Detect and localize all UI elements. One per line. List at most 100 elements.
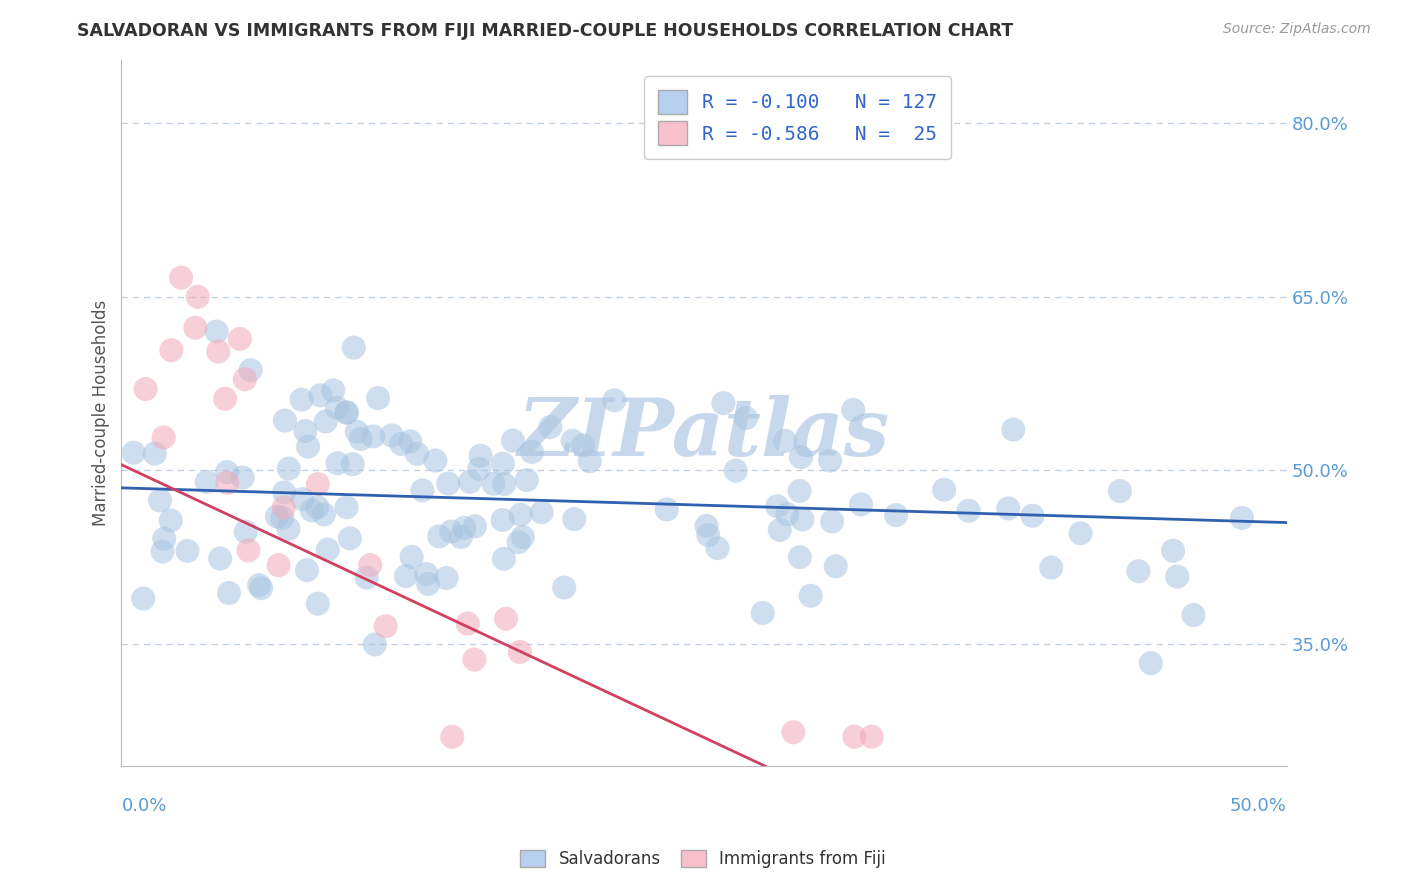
Point	[266, 509, 288, 524]
Point	[1161, 543, 1184, 558]
Point	[132, 591, 155, 606]
Point	[274, 413, 297, 427]
Point	[315, 414, 337, 428]
Legend: R = -0.100   N = 127, R = -0.586   N =  25: R = -0.100 N = 127, R = -0.586 N = 25	[644, 77, 950, 159]
Point	[482, 476, 505, 491]
Point	[215, 465, 238, 479]
Point	[356, 571, 378, 585]
Point	[336, 405, 359, 419]
Point	[336, 500, 359, 515]
Point	[406, 447, 429, 461]
Point	[1070, 526, 1092, 541]
Point	[821, 515, 844, 529]
Point	[152, 430, 174, 444]
Point	[792, 512, 814, 526]
Point	[932, 483, 955, 497]
Point	[361, 429, 384, 443]
Point	[453, 521, 475, 535]
Point	[516, 473, 538, 487]
Point	[603, 393, 626, 408]
Point	[271, 511, 294, 525]
Legend: Salvadorans, Immigrants from Fiji: Salvadorans, Immigrants from Fiji	[513, 843, 893, 875]
Point	[849, 497, 872, 511]
Point	[307, 477, 329, 491]
Point	[1182, 607, 1205, 622]
Point	[492, 457, 515, 471]
Point	[195, 475, 218, 489]
Point	[441, 730, 464, 744]
Point	[152, 544, 174, 558]
Point	[415, 567, 437, 582]
Point	[824, 559, 846, 574]
Point	[789, 550, 811, 565]
Point	[494, 477, 516, 491]
Point	[1021, 508, 1043, 523]
Point	[470, 449, 492, 463]
Point	[395, 569, 418, 583]
Point	[187, 290, 209, 304]
Point	[291, 492, 314, 507]
Point	[411, 483, 433, 498]
Text: 0.0%: 0.0%	[121, 797, 167, 815]
Point	[553, 581, 575, 595]
Point	[1002, 423, 1025, 437]
Point	[957, 504, 980, 518]
Point	[235, 524, 257, 539]
Point	[1040, 560, 1063, 574]
Point	[238, 543, 260, 558]
Point	[706, 541, 728, 555]
Point	[218, 586, 240, 600]
Point	[239, 363, 262, 377]
Point	[818, 453, 841, 467]
Point	[457, 616, 479, 631]
Point	[502, 434, 524, 448]
Point	[170, 270, 193, 285]
Point	[297, 440, 319, 454]
Point	[214, 392, 236, 406]
Point	[538, 420, 561, 434]
Point	[389, 437, 412, 451]
Point	[751, 606, 773, 620]
Point	[800, 589, 823, 603]
Point	[273, 485, 295, 500]
Point	[149, 493, 172, 508]
Text: ZIPatlas: ZIPatlas	[517, 395, 890, 473]
Point	[273, 500, 295, 515]
Point	[450, 530, 472, 544]
Point	[207, 344, 229, 359]
Point	[724, 464, 747, 478]
Point	[509, 508, 531, 522]
Point	[696, 519, 718, 533]
Point	[277, 461, 299, 475]
Point	[1140, 656, 1163, 670]
Point	[997, 501, 1019, 516]
Point	[184, 320, 207, 334]
Text: Source: ZipAtlas.com: Source: ZipAtlas.com	[1223, 22, 1371, 37]
Point	[572, 438, 595, 452]
Point	[267, 558, 290, 573]
Point	[209, 551, 232, 566]
Point	[464, 519, 486, 533]
Text: 50.0%: 50.0%	[1230, 797, 1286, 815]
Point	[326, 401, 349, 415]
Point	[463, 652, 485, 666]
Point	[427, 529, 450, 543]
Point	[769, 523, 792, 537]
Point	[509, 645, 531, 659]
Point	[342, 457, 364, 471]
Point	[290, 392, 312, 407]
Point	[782, 725, 804, 739]
Point	[343, 341, 366, 355]
Point	[294, 424, 316, 438]
Point	[335, 406, 357, 420]
Point	[346, 425, 368, 439]
Point	[735, 411, 758, 425]
Point	[697, 528, 720, 542]
Point	[309, 388, 332, 402]
Point	[491, 513, 513, 527]
Point	[350, 432, 373, 446]
Point	[790, 450, 813, 464]
Text: SALVADORAN VS IMMIGRANTS FROM FIJI MARRIED-COUPLE HOUSEHOLDS CORRELATION CHART: SALVADORAN VS IMMIGRANTS FROM FIJI MARRI…	[77, 22, 1014, 40]
Point	[468, 462, 491, 476]
Point	[773, 434, 796, 448]
